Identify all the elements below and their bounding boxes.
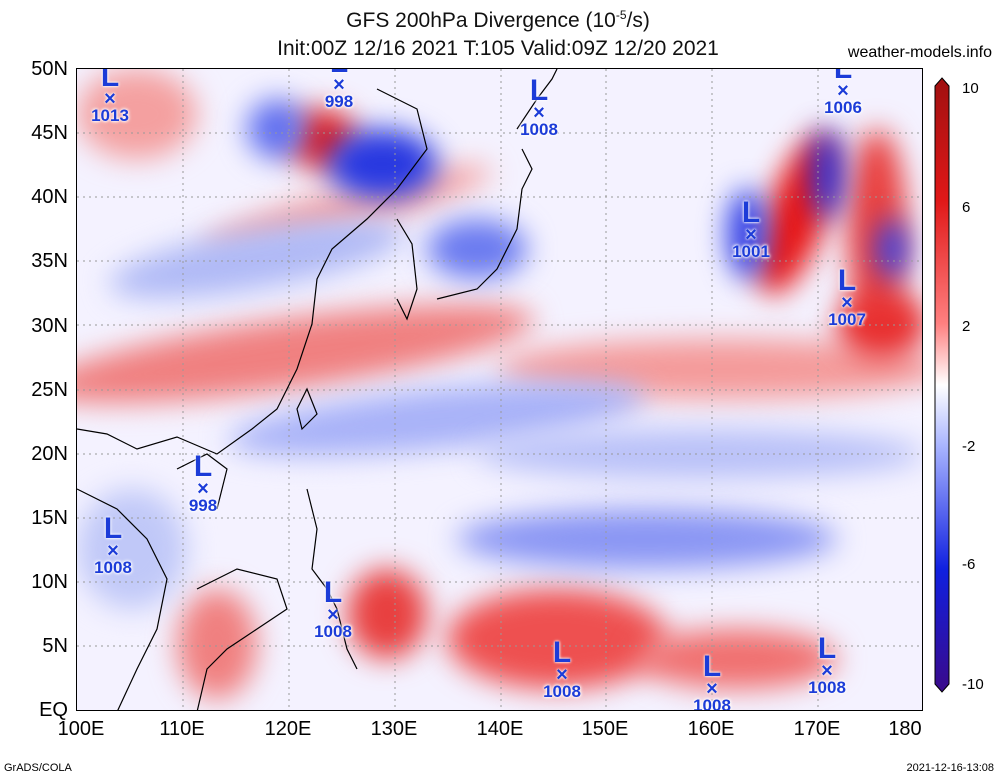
low-pressure-marker: L × 1008 <box>520 74 558 139</box>
low-pressure-marker: L × 1008 <box>693 650 731 711</box>
colorbar-label: -10 <box>962 676 984 693</box>
low-pressure-marker: L × 1001 <box>732 196 770 261</box>
lat-label: 15N <box>31 507 68 529</box>
lat-label: 20N <box>31 443 68 465</box>
low-pressure-marker: L × 1008 <box>808 632 846 697</box>
low-pressure-marker: L×998 <box>324 69 354 111</box>
lat-label: 35N <box>31 250 68 272</box>
divergence-map: L×1013 L×998 L×1008 L×1006 L×1001 L×1007… <box>76 68 923 711</box>
lon-label: 140E <box>476 718 524 740</box>
lat-label: 5N <box>42 635 68 657</box>
lat-label: EQ <box>39 699 68 721</box>
low-pressure-marker: L × 1008 <box>314 576 352 641</box>
lon-label: 150E <box>581 718 629 740</box>
lon-label: 120E <box>264 718 312 740</box>
lat-label: 30N <box>31 315 68 337</box>
low-pressure-marker: L×998 <box>188 450 218 515</box>
footer-timestamp: 2021-12-16-13:08 <box>906 762 994 774</box>
lat-label: 40N <box>31 186 68 208</box>
lon-label: 100E <box>57 718 105 740</box>
low-pressure-marker: L × 1008 <box>543 636 581 701</box>
lat-label: 50N <box>31 58 68 80</box>
lon-label: 130E <box>370 718 418 740</box>
low-pressure-marker: L × 1007 <box>828 264 866 329</box>
site-credit: weather-models.info <box>847 44 992 61</box>
colorbar-label: 2 <box>962 318 971 335</box>
lat-label: 25N <box>31 379 68 401</box>
footer-credit: GrADS/COLA <box>4 762 72 774</box>
map-title-line2: Init:00Z 12/16 2021 T:105 Valid:09Z 12/2… <box>277 37 719 60</box>
lat-label: 45N <box>31 122 68 144</box>
lon-label: 180 <box>888 718 922 740</box>
colorbar <box>934 77 950 693</box>
lon-label: 170E <box>793 718 841 740</box>
colorbar-label: 6 <box>962 199 971 216</box>
colorbar-label: -6 <box>962 556 976 573</box>
low-pressure-marker: L × 1013 <box>91 68 129 125</box>
low-pressure-marker: L × 1008 <box>94 512 132 577</box>
colorbar-label: -2 <box>962 438 976 455</box>
colorbar-label: 10 <box>962 80 979 97</box>
lon-label: 160E <box>687 718 735 740</box>
lat-lon-grid <box>77 69 922 710</box>
map-title-line1: GFS 200hPa Divergence (10-5/s) <box>346 8 650 32</box>
lon-label: 110E <box>159 718 205 740</box>
coastlines <box>77 69 558 710</box>
low-pressure-marker: L × 1006 <box>824 68 862 117</box>
lat-label: 10N <box>31 571 68 593</box>
